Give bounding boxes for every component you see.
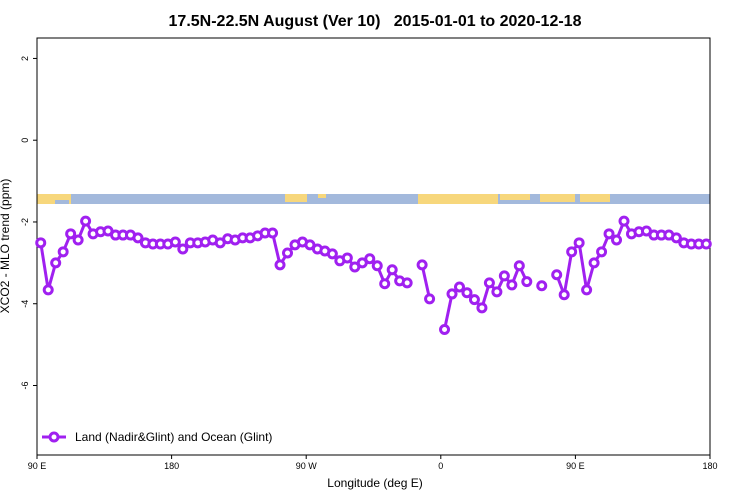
data-point [551, 269, 563, 281]
data-point [566, 246, 578, 258]
legend: Land (Nadir&Glint) and Ocean (Glint) [42, 430, 272, 444]
data-point [513, 260, 525, 272]
x-tick-label: 90 E [566, 461, 585, 471]
data-point [581, 284, 593, 296]
x-tick-label: 90 W [296, 461, 318, 471]
data-point [603, 228, 615, 240]
legend-label: Land (Nadir&Glint) and Ocean (Glint) [75, 430, 272, 444]
legend-marker [48, 431, 60, 443]
data-point [506, 279, 518, 291]
y-tick-label: -6 [20, 381, 30, 389]
data-point [364, 253, 376, 265]
data-point [611, 234, 623, 246]
data-point [371, 260, 383, 272]
data-point [50, 257, 62, 269]
data-point [80, 215, 92, 227]
y-axis-label: XCO2 - MLO trend (ppm) [0, 179, 12, 314]
x-tick-label: 90 E [28, 461, 47, 471]
y-tick-label: 2 [20, 56, 30, 61]
data-point [65, 228, 77, 240]
y-tick-label: -4 [20, 300, 30, 308]
data-point [618, 215, 630, 227]
data-point [42, 284, 54, 296]
plot-frame [36, 37, 711, 456]
data-point [416, 259, 428, 271]
data-point [169, 236, 181, 248]
data-point [453, 281, 465, 293]
y-tick-label: -2 [20, 218, 30, 226]
x-tick-label: 180 [164, 461, 179, 471]
data-point [588, 257, 600, 269]
data-point [596, 246, 608, 258]
data-point [498, 270, 510, 282]
data-point [573, 237, 585, 249]
data-point [57, 246, 69, 258]
chart-title: 17.5N-22.5N August (Ver 10) 2015-01-01 t… [169, 13, 582, 30]
data-point [521, 276, 533, 288]
data-point [670, 232, 682, 244]
data-point [461, 287, 473, 299]
data-point [35, 237, 47, 249]
data-point [536, 280, 548, 292]
y-tick-label: 0 [20, 138, 30, 143]
data-point [439, 323, 451, 335]
land-ocean-strip [37, 194, 710, 204]
data-point [468, 294, 480, 306]
data-point [401, 277, 413, 289]
data-point [700, 238, 712, 250]
data-point [267, 227, 279, 239]
data-point [476, 302, 488, 314]
data-point [274, 259, 286, 271]
x-tick-label: 180 [702, 461, 717, 471]
data-point [326, 248, 338, 260]
data-point [558, 289, 570, 301]
data-point [72, 234, 84, 246]
data-point [483, 277, 495, 289]
data-point [379, 278, 391, 290]
data-point [446, 288, 458, 300]
data-point [132, 232, 144, 244]
data-point [177, 243, 189, 255]
data-point [386, 264, 398, 276]
x-axis-label: Longitude (deg E) [327, 476, 422, 490]
data-point [282, 247, 294, 259]
data-point [341, 252, 353, 264]
data-point [424, 293, 436, 305]
x-tick-label: 0 [438, 461, 443, 471]
data-point [491, 286, 503, 298]
